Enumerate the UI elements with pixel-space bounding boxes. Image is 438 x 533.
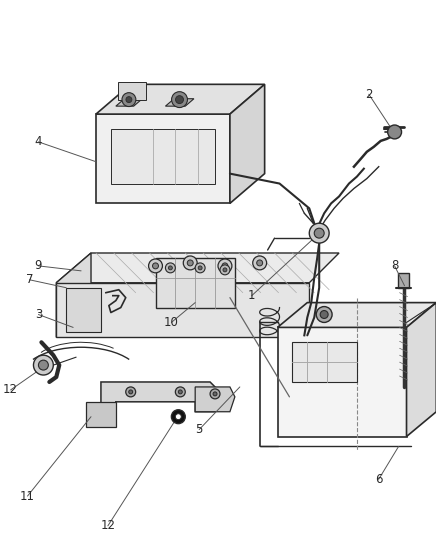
Circle shape (187, 260, 193, 266)
Text: 3: 3 (35, 308, 42, 321)
Circle shape (129, 390, 133, 394)
Polygon shape (406, 303, 436, 437)
Bar (398, 273, 410, 288)
Circle shape (213, 392, 217, 396)
Text: 11: 11 (20, 490, 35, 503)
Bar (111, 129, 215, 183)
Circle shape (122, 93, 136, 107)
Circle shape (175, 387, 185, 397)
Circle shape (148, 259, 162, 273)
Circle shape (316, 306, 332, 322)
Polygon shape (66, 288, 101, 333)
Circle shape (257, 260, 263, 266)
Circle shape (33, 355, 53, 375)
Circle shape (195, 263, 205, 273)
Text: 10: 10 (164, 316, 179, 329)
Circle shape (175, 414, 181, 419)
Circle shape (183, 256, 197, 270)
Polygon shape (195, 387, 235, 411)
Circle shape (166, 263, 175, 273)
Text: 6: 6 (375, 473, 382, 486)
Polygon shape (96, 114, 230, 204)
Polygon shape (116, 99, 142, 106)
Text: 8: 8 (391, 260, 398, 272)
Text: 1: 1 (248, 289, 255, 302)
Circle shape (152, 263, 159, 269)
Polygon shape (166, 99, 194, 106)
Circle shape (39, 360, 48, 370)
Circle shape (223, 268, 227, 272)
Circle shape (168, 266, 173, 270)
Circle shape (220, 265, 230, 275)
Polygon shape (86, 402, 116, 426)
Text: 12: 12 (3, 383, 18, 397)
Polygon shape (57, 253, 91, 337)
Circle shape (198, 266, 202, 270)
Polygon shape (57, 283, 309, 337)
Bar (155, 258, 235, 308)
Bar (293, 342, 357, 382)
Circle shape (176, 95, 184, 103)
Polygon shape (230, 84, 265, 204)
Text: 7: 7 (26, 273, 33, 286)
Circle shape (222, 263, 228, 269)
Circle shape (320, 311, 328, 319)
Text: 12: 12 (100, 519, 115, 532)
Circle shape (388, 125, 402, 139)
Circle shape (171, 410, 185, 424)
Circle shape (126, 387, 136, 397)
Circle shape (309, 223, 329, 243)
Circle shape (210, 389, 220, 399)
Circle shape (253, 256, 267, 270)
Circle shape (218, 259, 232, 273)
Text: 4: 4 (35, 135, 42, 148)
Polygon shape (57, 253, 339, 283)
Circle shape (172, 92, 187, 108)
Text: 5: 5 (195, 423, 203, 436)
Polygon shape (278, 303, 436, 327)
Polygon shape (96, 84, 265, 114)
Circle shape (126, 96, 132, 102)
Text: 2: 2 (365, 88, 373, 101)
Bar (118, 82, 146, 100)
Circle shape (178, 390, 182, 394)
Polygon shape (278, 327, 406, 437)
Circle shape (314, 228, 324, 238)
Text: 9: 9 (35, 260, 42, 272)
Polygon shape (101, 382, 215, 411)
